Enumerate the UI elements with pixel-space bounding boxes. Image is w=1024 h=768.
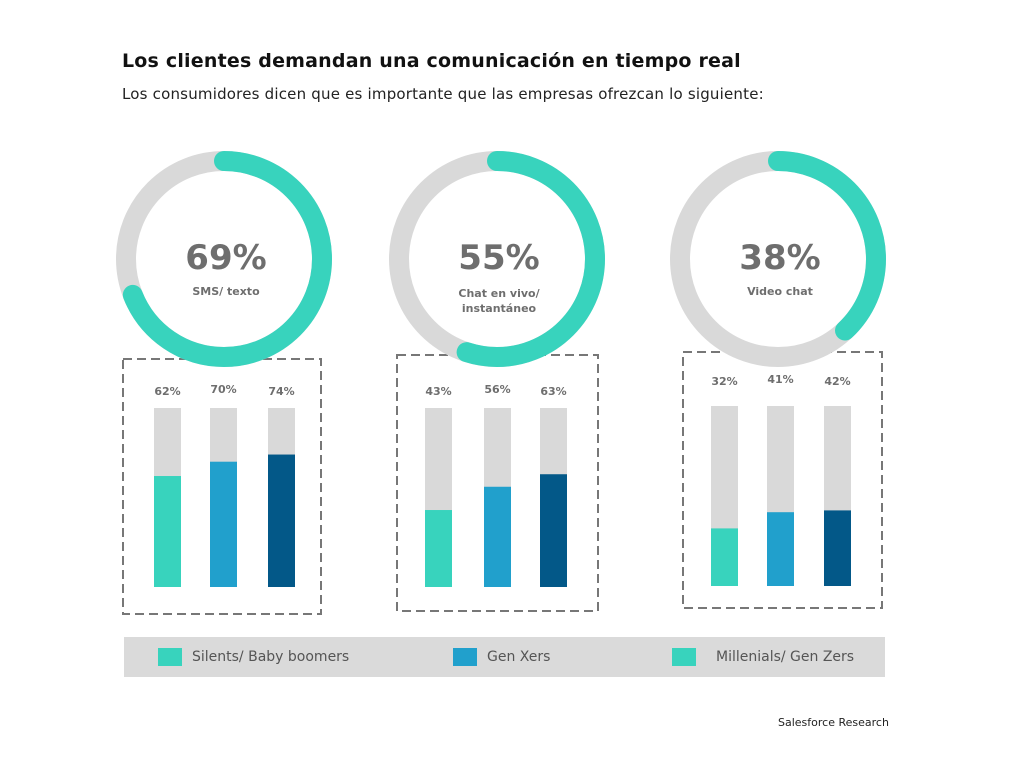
legend-item-silents: Silents/ Baby boomers bbox=[158, 637, 349, 677]
bar-1 bbox=[210, 461, 237, 587]
channel-label: Video chat bbox=[747, 285, 813, 298]
legend-item-genx: Gen Xers bbox=[453, 637, 550, 677]
source-credit: Salesforce Research bbox=[778, 716, 889, 729]
legend-label: Millenials/ Gen Zers bbox=[716, 649, 855, 665]
bar-2 bbox=[268, 454, 295, 587]
bar-value-label: 32% bbox=[711, 375, 737, 388]
bar-2 bbox=[824, 510, 851, 586]
bar-1 bbox=[484, 486, 511, 587]
legend-item-millenials: Millenials/ Gen Zers bbox=[672, 637, 854, 677]
page-subtitle: Los consumidores dicen que es importante… bbox=[122, 85, 764, 103]
overall-percent-label: 69% bbox=[185, 238, 266, 278]
bar-value-label: 42% bbox=[824, 375, 850, 388]
ring-progress-arc bbox=[116, 151, 332, 367]
bar-value-label: 62% bbox=[154, 385, 180, 398]
page-title: Los clientes demandan una comunicación e… bbox=[122, 50, 741, 72]
bar-value-label: 63% bbox=[540, 385, 566, 398]
ring-progress-arc bbox=[670, 151, 886, 367]
legend-label: Gen Xers bbox=[487, 649, 551, 665]
overall-percent-label: 55% bbox=[458, 238, 539, 278]
channel-label: Chat en vivo/ bbox=[458, 287, 540, 300]
legend-swatch bbox=[672, 648, 696, 666]
bar-value-label: 74% bbox=[268, 385, 294, 398]
bar-value-label: 41% bbox=[767, 373, 793, 386]
legend-swatch bbox=[453, 648, 477, 666]
group-2: 38% Video chat 32% 41% 42% bbox=[670, 151, 886, 609]
bar-0 bbox=[425, 510, 452, 587]
bar-0 bbox=[154, 476, 181, 587]
group-0: 69% SMS/ texto 62% 70% 74% bbox=[116, 151, 332, 615]
ring-progress-arc bbox=[389, 151, 605, 367]
channel-label: instantáneo bbox=[462, 302, 537, 315]
channel-label: SMS/ texto bbox=[192, 285, 260, 298]
legend-label: Silents/ Baby boomers bbox=[192, 649, 350, 665]
bar-value-label: 56% bbox=[484, 383, 510, 396]
legend-swatch bbox=[158, 648, 182, 666]
bar-0 bbox=[711, 528, 738, 586]
bar-value-label: 70% bbox=[210, 383, 236, 396]
bar-value-label: 43% bbox=[425, 385, 451, 398]
overall-percent-label: 38% bbox=[739, 238, 820, 278]
group-1: 55% Chat en vivo/instantáneo 43% 56% 63% bbox=[389, 151, 605, 612]
bar-2 bbox=[540, 474, 567, 587]
legend: Silents/ Baby boomers Gen Xers Millenial… bbox=[124, 637, 885, 677]
bar-1 bbox=[767, 512, 794, 586]
